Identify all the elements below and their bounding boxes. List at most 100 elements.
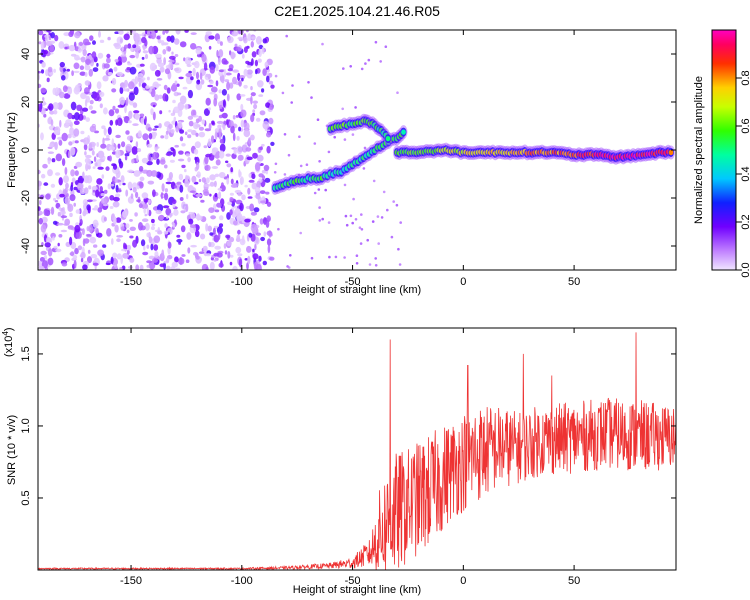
spectrogram-noise-cell bbox=[138, 78, 144, 84]
spectrogram-noise-cell bbox=[96, 142, 99, 147]
spectrogram-noise-cell bbox=[38, 193, 41, 197]
spectrogram-noise-cell bbox=[58, 234, 63, 238]
spectrogram-x-tick-label: 50 bbox=[568, 276, 580, 288]
spectrogram-noise-cell bbox=[47, 257, 54, 266]
spectrogram-noise-cell bbox=[210, 215, 217, 220]
spectrogram-noise-cell bbox=[386, 208, 389, 212]
spectrogram-noise-cell bbox=[165, 130, 169, 135]
spectrogram-noise-cell bbox=[132, 187, 137, 193]
spectrogram-noise-cell bbox=[168, 172, 173, 180]
spectrogram-noise-cell bbox=[162, 30, 166, 35]
spectrogram-noise-cell bbox=[246, 156, 253, 161]
spectrogram-noise-cell bbox=[135, 264, 140, 270]
svg-text:(x104): (x104) bbox=[1, 327, 15, 357]
spectrogram-noise-cell bbox=[150, 30, 157, 40]
spectrogram-noise-cell bbox=[146, 264, 150, 268]
spectrogram-noise-cell bbox=[120, 175, 125, 183]
spectrogram-noise-cell bbox=[374, 40, 378, 44]
spectrogram-noise-cell bbox=[243, 84, 248, 89]
spectrogram-noise-cell bbox=[132, 123, 139, 126]
spectrogram-noise-cell bbox=[200, 199, 205, 203]
spectrogram-noise-cell bbox=[227, 68, 233, 72]
spectrogram-noise-cell bbox=[181, 164, 186, 169]
spectrogram-noise-cell bbox=[38, 206, 41, 212]
spectrogram-noise-cell bbox=[120, 226, 126, 231]
spectrogram-noise-cell bbox=[241, 194, 246, 201]
spectrogram-noise-cell bbox=[213, 97, 218, 107]
spectrogram-noise-cell bbox=[125, 189, 129, 197]
spectrogram-noise-cell bbox=[105, 166, 110, 171]
spectrogram-noise-cell bbox=[218, 89, 222, 94]
spectrogram-noise-cell bbox=[252, 248, 255, 253]
spectrogram-noise-cell bbox=[97, 52, 104, 59]
spectrogram-noise-cell bbox=[185, 72, 193, 78]
spectrogram-noise-cell bbox=[208, 35, 215, 40]
spectrogram-noise-cell bbox=[117, 56, 122, 65]
spectrogram-noise-cell bbox=[141, 56, 145, 60]
spectrogram-noise-cell bbox=[185, 153, 191, 157]
spectrogram-noise-cell bbox=[180, 210, 186, 214]
spectrogram-noise-cell bbox=[225, 153, 231, 157]
spectrogram-noise-cell bbox=[47, 169, 53, 177]
spectrogram-noise-cell bbox=[358, 226, 362, 229]
spectrogram-noise-cell bbox=[105, 262, 111, 266]
spectrogram-noise-cell bbox=[173, 106, 180, 114]
spectrogram-noise-cell bbox=[84, 64, 91, 71]
spectrogram-noise-cell bbox=[111, 138, 115, 147]
spectrogram-noise-cell bbox=[117, 104, 124, 108]
spectrogram-noise-cell bbox=[216, 120, 224, 124]
spectrogram-noise-cell bbox=[43, 113, 47, 118]
spectrogram-noise-cell bbox=[235, 246, 242, 254]
spectrogram-noise-cell bbox=[70, 169, 75, 177]
spectrogram-noise-cell bbox=[211, 166, 219, 169]
spectrogram-noise-cell bbox=[115, 149, 121, 159]
spectrogram-upper-branch-point bbox=[385, 136, 391, 142]
spectrogram-noise-cell bbox=[397, 247, 400, 251]
spectrogram-noise-cell bbox=[58, 139, 63, 146]
spectrogram-noise-cell bbox=[38, 217, 43, 225]
spectrogram-noise-cell bbox=[198, 131, 206, 138]
spectrogram-noise-cell bbox=[195, 47, 202, 55]
spectrogram-noise-cell bbox=[44, 37, 49, 42]
spectrogram-noise-cell bbox=[262, 68, 267, 76]
spectrogram-noise-cell bbox=[135, 51, 140, 59]
spectrogram-noise-cell bbox=[265, 219, 270, 228]
spectrogram-noise-cell bbox=[81, 228, 85, 236]
spectrogram-noise-cell bbox=[160, 192, 164, 200]
colorbar-tick-label: 0.2 bbox=[740, 214, 750, 229]
spectrogram-noise-cell bbox=[127, 169, 134, 173]
spectrogram-noise-cell bbox=[83, 137, 90, 145]
spectrogram-noise-cell bbox=[351, 221, 355, 225]
spectrogram-noise-cell bbox=[167, 46, 172, 52]
spectrogram-noise-cell bbox=[57, 242, 60, 247]
spectrogram-noise-cell bbox=[52, 236, 55, 241]
spectrogram-noise-cell bbox=[177, 158, 185, 162]
spectrogram-noise-cell bbox=[129, 235, 134, 239]
spectrogram-noise-cell bbox=[149, 62, 157, 72]
spectrogram-noise-cell bbox=[67, 112, 73, 120]
spectrogram-noise-cell bbox=[213, 234, 220, 243]
snr-scale-factor: (x104) bbox=[1, 327, 15, 357]
spectrogram-noise-cell bbox=[142, 50, 149, 54]
spectrogram-noise-cell bbox=[143, 245, 146, 251]
spectrogram-noise-cell bbox=[274, 162, 278, 166]
spectrogram-noise-cell bbox=[159, 263, 165, 268]
spectrogram-noise-cell bbox=[43, 49, 48, 55]
spectrogram-noise-cell bbox=[218, 191, 222, 200]
spectrogram-noise-cell bbox=[179, 136, 184, 142]
spectrogram-noise-cell bbox=[84, 72, 88, 77]
spectrogram-noise-cell bbox=[270, 84, 275, 89]
spectrogram-noise-cell bbox=[364, 62, 367, 65]
spectrogram-noise-cell bbox=[134, 113, 140, 121]
spectrogram-noise-cell bbox=[108, 109, 115, 117]
spectrogram-noise-cell bbox=[266, 238, 272, 246]
spectrogram-noise-cell bbox=[57, 136, 63, 140]
spectrogram-noise-cell bbox=[43, 208, 49, 216]
spectrogram-noise-cell bbox=[52, 220, 58, 225]
spectrogram-noise-cell bbox=[140, 117, 145, 125]
spectrogram-noise-cell bbox=[256, 154, 264, 162]
spectrogram-noise-cell bbox=[233, 220, 238, 226]
spectrogram-noise-cell bbox=[158, 123, 162, 129]
spectrogram-noise-cell bbox=[184, 56, 192, 66]
spectrogram-noise-cell bbox=[316, 118, 320, 121]
